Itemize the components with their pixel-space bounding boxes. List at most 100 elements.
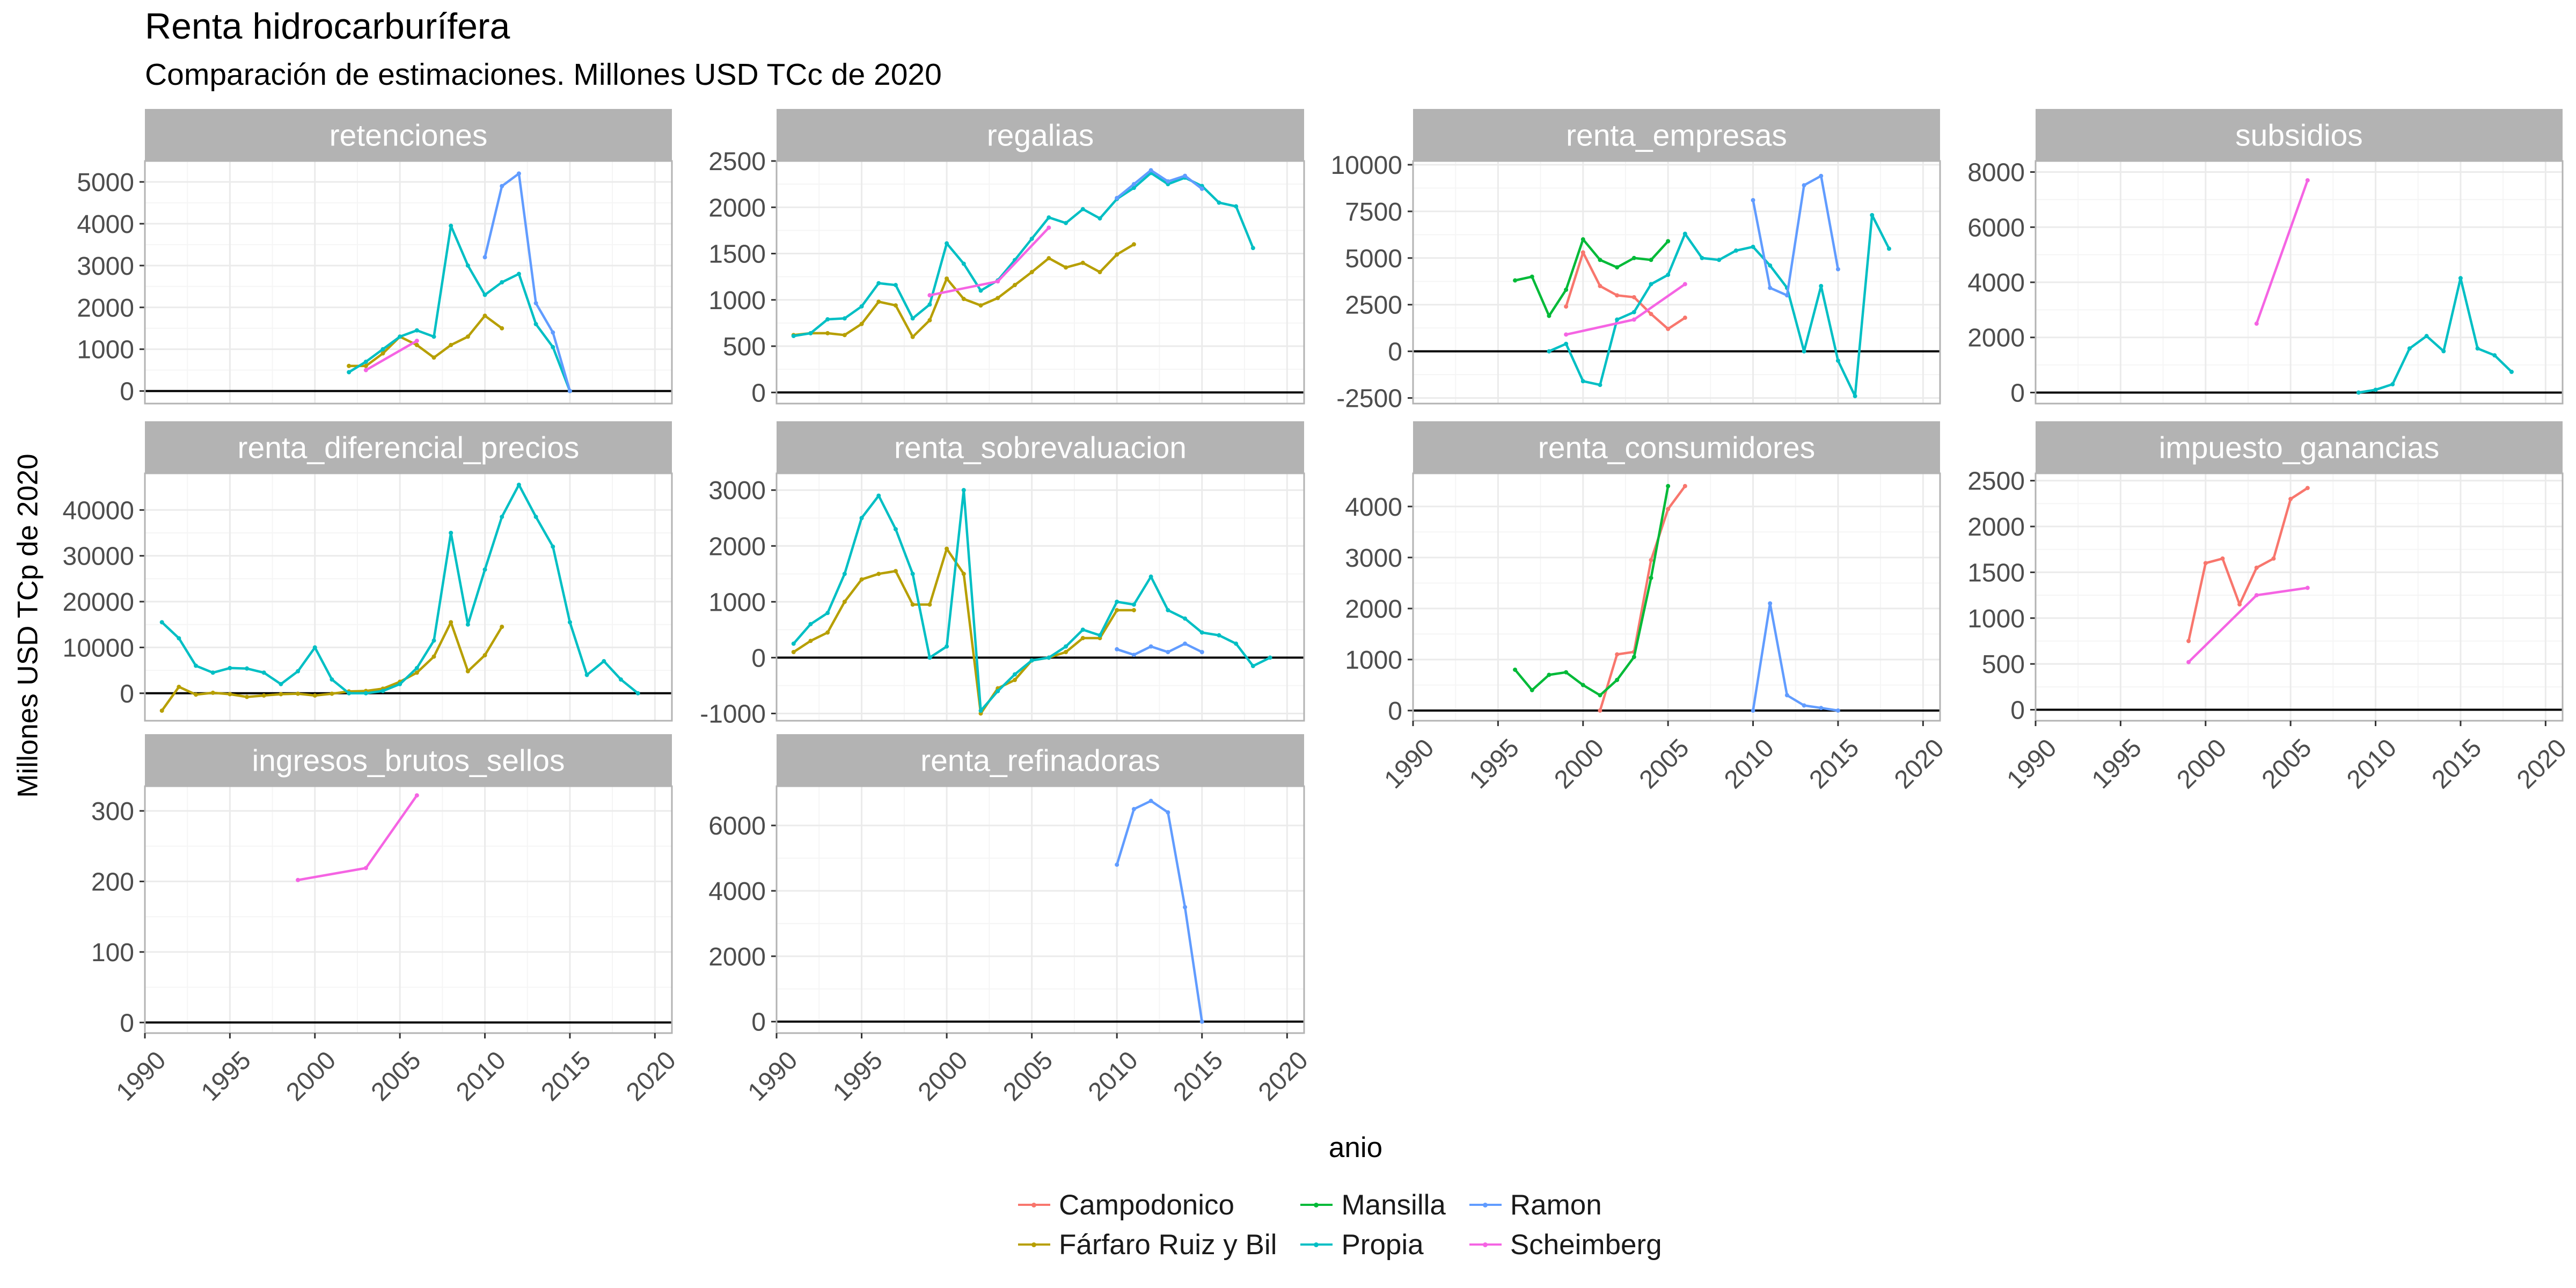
y-tick-label: 1000	[1967, 605, 2025, 633]
series-line-ramon	[484, 172, 572, 392]
data-point	[1666, 239, 1671, 244]
data-point	[228, 692, 232, 697]
y-tick-label: 500	[1982, 650, 2025, 679]
data-point	[1649, 258, 1653, 262]
y-tick-label: 1000	[1345, 646, 1402, 675]
data-point	[945, 241, 949, 246]
y-tick-label: 3000	[708, 477, 766, 505]
data-point	[2237, 602, 2242, 607]
data-point	[2441, 349, 2446, 354]
data-point	[551, 330, 555, 335]
data-point	[567, 620, 572, 625]
data-point	[1666, 326, 1671, 331]
data-point	[1029, 658, 1034, 663]
y-tick-label: 6000	[1967, 214, 2025, 242]
data-point	[228, 665, 232, 670]
data-point	[1564, 332, 1569, 337]
data-point	[602, 659, 606, 664]
data-point	[380, 351, 385, 356]
facet-strip	[145, 421, 672, 473]
legend-key	[1467, 1226, 1504, 1263]
data-point	[1615, 677, 1620, 682]
facet-strip	[2036, 109, 2563, 161]
data-point	[363, 360, 368, 364]
data-point	[1131, 182, 1136, 187]
data-point	[1768, 286, 1773, 290]
data-point	[1217, 633, 1221, 638]
panel-background	[777, 473, 1304, 721]
legend-item-campodonico: Campodonico	[1016, 1186, 1277, 1224]
data-point	[825, 611, 830, 616]
panel-impuesto-ganancias: impuesto_ganancias 0 500 1000 1500 2000 2500 19…	[1967, 421, 2572, 794]
data-point	[893, 527, 898, 532]
series-line-scheimberg	[2255, 180, 2309, 324]
data-point	[1853, 394, 1857, 399]
data-point	[1166, 810, 1170, 815]
data-point	[1751, 244, 1755, 249]
data-point	[1733, 248, 1738, 253]
data-point	[1682, 316, 1687, 320]
data-point	[825, 331, 830, 335]
data-point	[1217, 200, 1221, 205]
x-tick-label: 2015	[2426, 734, 2487, 794]
data-point	[347, 363, 352, 368]
panel-background	[777, 786, 1304, 1033]
y-tick-label: 500	[723, 333, 766, 361]
y-tick-label: 4000	[1967, 269, 2025, 297]
data-point	[927, 602, 932, 607]
x-tick-label: 2015	[1804, 734, 1864, 794]
data-point	[1835, 267, 1840, 272]
data-point	[961, 488, 966, 493]
legend-item-farfaro: Fárfaro Ruiz y Bil	[1016, 1226, 1277, 1263]
data-point	[1250, 664, 1255, 669]
data-point	[551, 345, 555, 349]
data-point	[893, 283, 898, 288]
y-tick-label: 6000	[708, 812, 766, 840]
data-point	[635, 691, 640, 696]
data-point	[414, 328, 419, 333]
data-point	[2458, 276, 2463, 281]
facet-strip-label: renta_diferencial_precios	[238, 431, 580, 465]
facet-strip	[145, 734, 672, 786]
data-point	[330, 677, 334, 682]
y-tick-label: 2500	[1345, 291, 1402, 320]
series-line-campodonico	[1564, 251, 1686, 331]
y-tick-label: 2000	[708, 943, 766, 971]
data-point	[482, 567, 487, 572]
data-point	[910, 602, 915, 607]
data-point	[1819, 283, 1824, 288]
y-tick-label: 300	[91, 797, 134, 826]
series-line-propia	[2358, 277, 2513, 394]
data-point	[449, 620, 453, 625]
data-point	[1148, 799, 1153, 803]
data-point	[1199, 186, 1204, 191]
legend-key	[1016, 1186, 1052, 1224]
data-point	[1598, 708, 1602, 713]
panel-border	[775, 472, 1305, 722]
data-point	[398, 334, 402, 339]
data-point	[1870, 213, 1875, 217]
data-point	[1166, 608, 1170, 612]
data-point	[1835, 708, 1840, 713]
data-point	[791, 641, 796, 646]
data-point	[1751, 198, 1755, 203]
data-point	[927, 293, 932, 298]
y-tick-label: 30000	[63, 543, 134, 571]
data-point	[482, 313, 487, 318]
data-point	[1046, 655, 1051, 660]
data-point	[363, 866, 368, 870]
x-tick-label: 2010	[1083, 1046, 1144, 1107]
series-line-campodonico	[2187, 487, 2309, 641]
data-point	[1564, 304, 1569, 309]
data-point	[1115, 647, 1119, 652]
data-point	[1097, 270, 1102, 275]
data-point	[808, 639, 813, 643]
x-tick-label: 2000	[2171, 734, 2232, 794]
data-point	[978, 288, 983, 293]
data-point	[1115, 599, 1119, 604]
data-point	[431, 654, 436, 659]
y-tick-label: 3000	[77, 252, 134, 281]
panel-border	[2035, 472, 2564, 722]
data-point	[1768, 601, 1773, 606]
data-point	[1148, 168, 1153, 173]
